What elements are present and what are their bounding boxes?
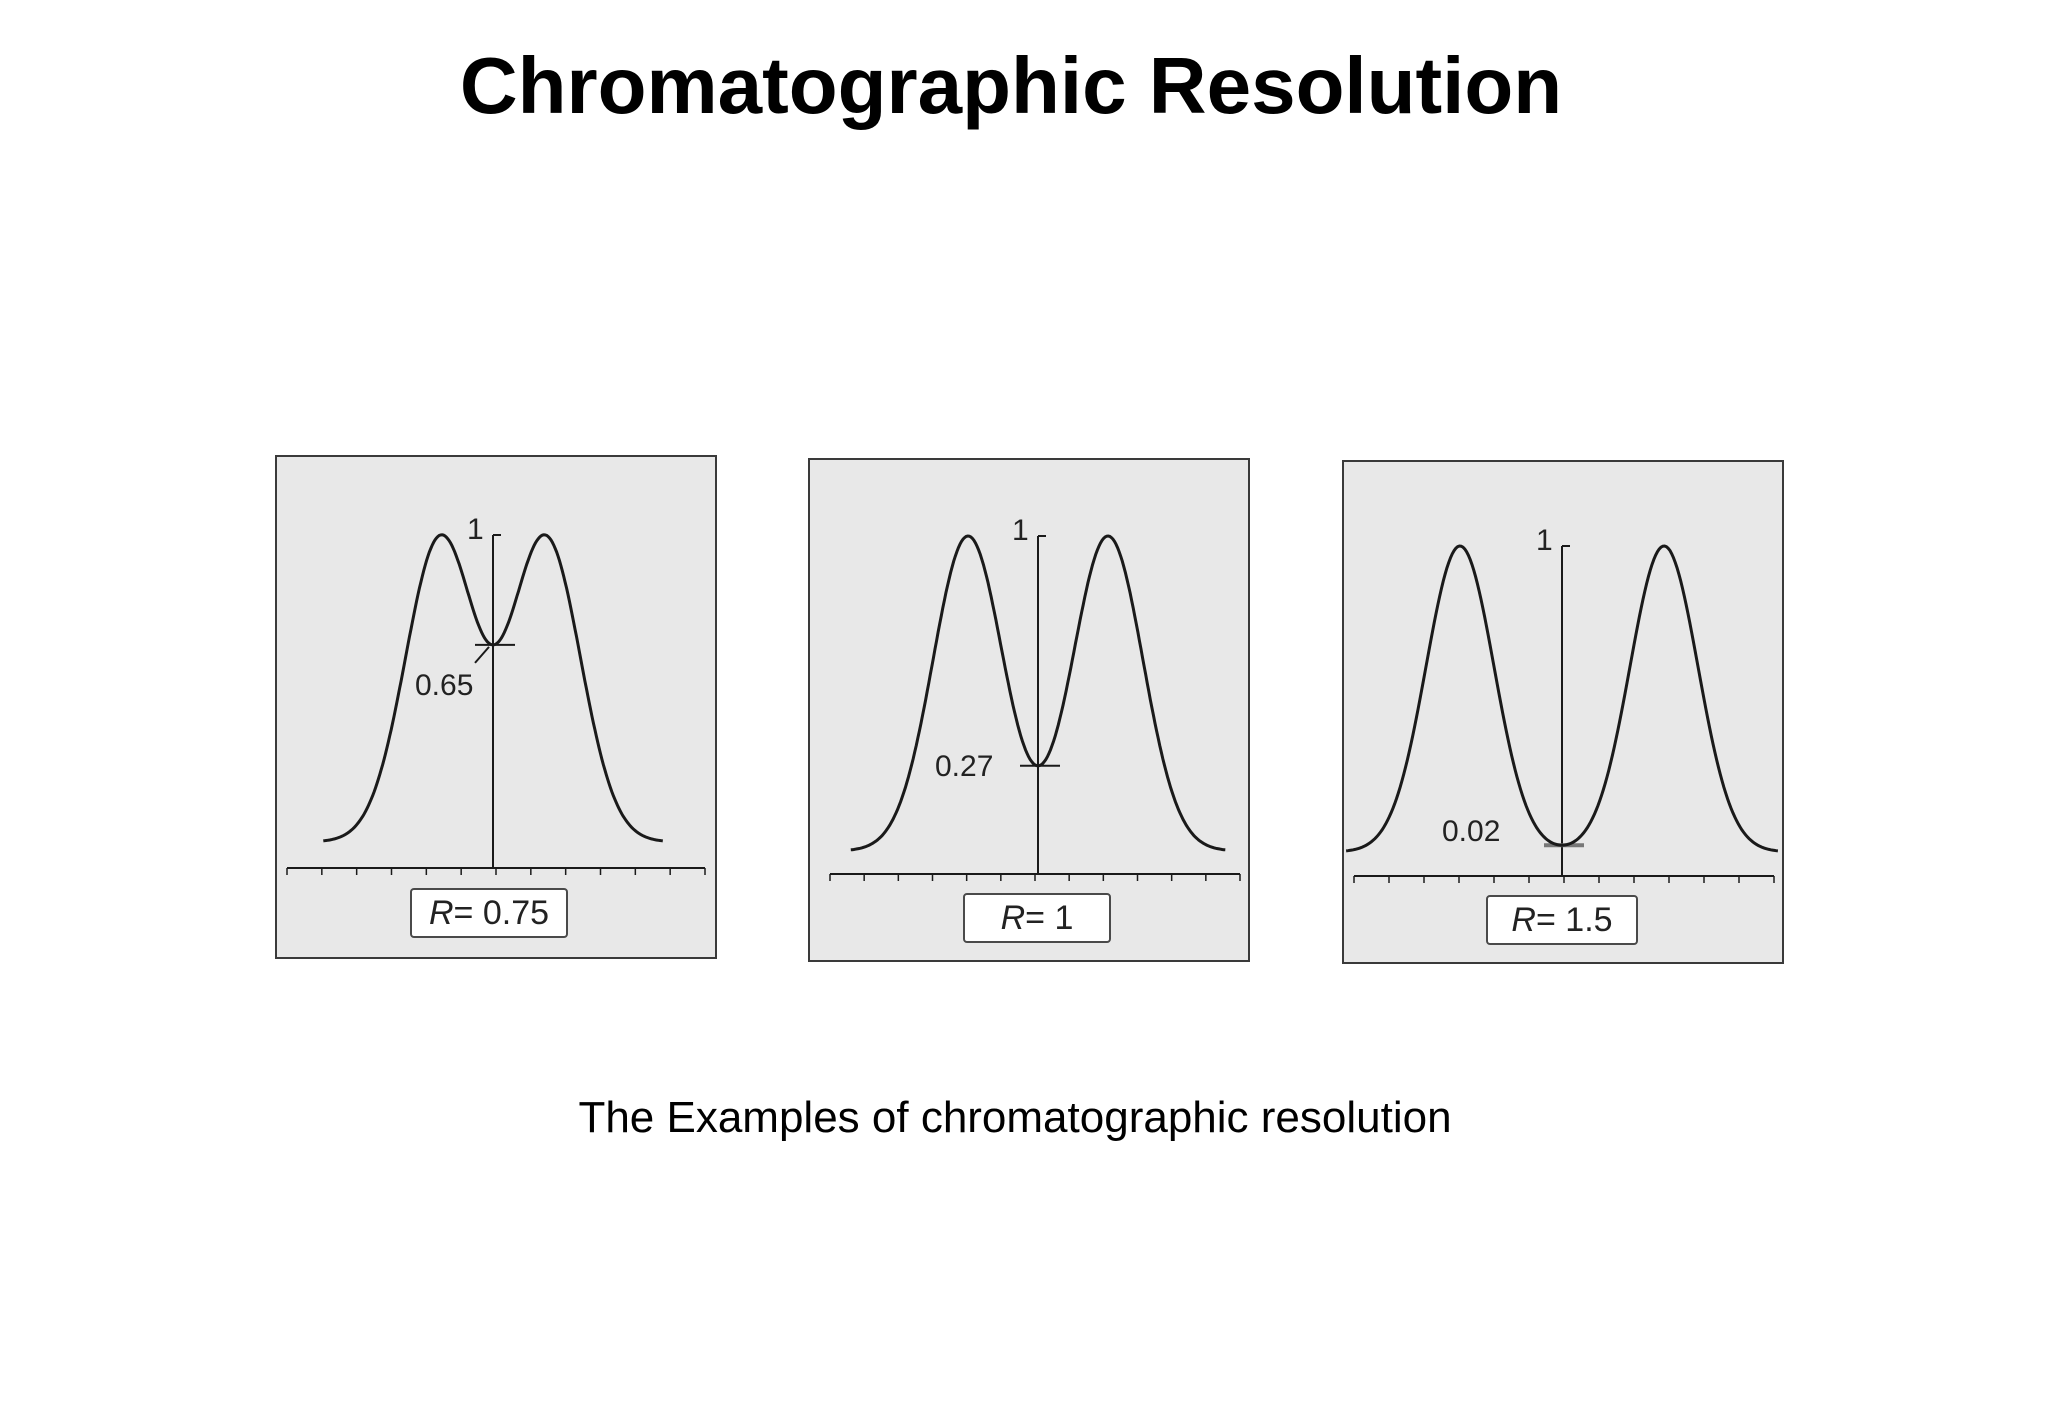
peak-label-1: 1	[1012, 514, 1029, 547]
valley-label-1: 0.27	[935, 750, 993, 783]
r-symbol-0: R	[428, 894, 454, 932]
chromatogram-1: 1 0.27	[829, 514, 1241, 881]
figure-caption: The Examples of chromatographic resoluti…	[578, 1093, 1452, 1142]
page-title: Chromatographic Resolution	[459, 41, 1563, 130]
resolution-label-2: R= 1.5	[1486, 895, 1638, 945]
x-axis-2	[1353, 875, 1775, 883]
x-axis-1	[829, 873, 1241, 881]
resolution-panel-1: 1 0.27 R= 1	[808, 458, 1250, 962]
valley-label-0: 0.65	[415, 669, 473, 702]
r-value-1: = 1	[1025, 899, 1074, 937]
resolution-label-0: R= 0.75	[410, 888, 568, 938]
two-peak-curve-2	[1345, 544, 1779, 853]
chromatogram-0: 1 0.65	[286, 513, 706, 875]
r-symbol-2: R	[1511, 901, 1536, 939]
r-value-0: = 0.75	[453, 894, 550, 932]
two-peak-curve-1	[850, 534, 1226, 852]
two-peak-curve-0	[323, 533, 663, 843]
resolution-label-1: R= 1	[963, 893, 1111, 943]
valley-label-2: 0.02	[1442, 815, 1500, 848]
peak-label-2: 1	[1536, 524, 1553, 557]
r-symbol-1: R	[1000, 899, 1026, 937]
resolution-panel-0: 1 0.65 R= 0.75	[275, 455, 717, 959]
peak-label-0: 1	[467, 513, 484, 546]
resolution-panel-2: 1 0.02 R= 1.5	[1342, 460, 1784, 964]
r-value-2: = 1.5	[1535, 901, 1613, 939]
valley-leader-0	[474, 646, 490, 664]
x-axis-0	[286, 867, 706, 875]
chromatogram-2: 1 0.02	[1345, 524, 1779, 883]
